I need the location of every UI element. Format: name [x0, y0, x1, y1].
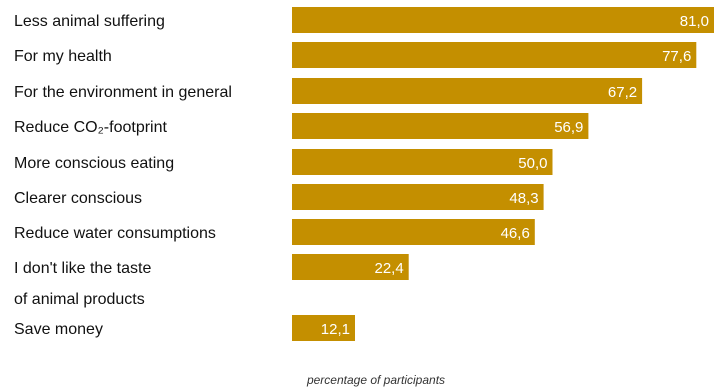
value-label: 48,3 [509, 190, 538, 207]
category-label: Reduce water consumptions [14, 225, 216, 242]
bar [292, 219, 535, 245]
value-label: 81,0 [680, 13, 709, 30]
value-label: 56,9 [554, 119, 583, 136]
category-label: More conscious eating [14, 155, 174, 172]
category-label: For my health [14, 48, 112, 65]
x-axis-label: percentage of participants [306, 373, 445, 387]
category-label: I don't like the taste [14, 260, 151, 277]
bar [292, 184, 544, 210]
category-label: Less animal suffering [14, 13, 165, 30]
bar [292, 7, 714, 33]
bars-layer: 81,0 Less animal suffering 77,6 For my heal… [14, 7, 714, 341]
category-label: Save money [14, 321, 103, 338]
value-label: 22,4 [374, 260, 403, 277]
bar [292, 254, 409, 280]
value-label: 67,2 [608, 84, 637, 101]
category-label: Reduce CO₂-footprint [14, 119, 168, 136]
bar [292, 113, 589, 139]
category-label: For the environment in general [14, 84, 232, 101]
value-label: 46,6 [501, 225, 530, 242]
category-label: of animal products [14, 291, 145, 308]
bar [292, 149, 553, 175]
bar [292, 315, 355, 341]
value-label: 50,0 [518, 155, 547, 172]
value-label: 12,1 [321, 321, 350, 338]
value-label: 77,6 [662, 48, 691, 65]
bar [292, 78, 643, 104]
category-label: Clearer conscious [14, 190, 142, 207]
bar [292, 42, 697, 68]
